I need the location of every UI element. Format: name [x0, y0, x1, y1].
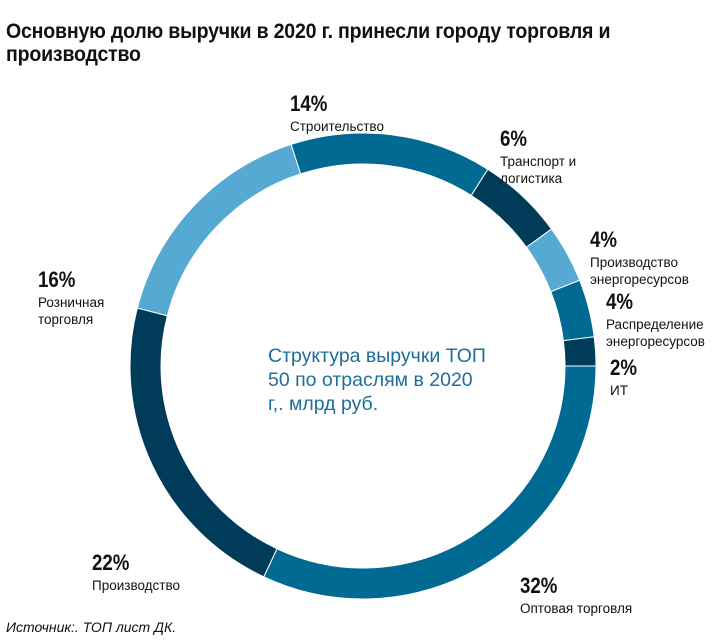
label-wholesale-value: 32% — [520, 573, 558, 598]
label-construction-value: 14% — [290, 91, 328, 116]
label-retail-name: Розничная торговля — [38, 295, 105, 327]
label-transport-name: Транспорт и логистика — [500, 154, 577, 186]
label-energy-distribution-value: 4% — [606, 289, 634, 314]
center-caption: Структура выручки ТОП 50 по отраслям в 2… — [268, 345, 486, 415]
label-production-name: Производство — [92, 578, 181, 593]
label-transport-value: 6% — [500, 126, 528, 151]
label-retail-value: 16% — [38, 267, 76, 292]
label-energy-distribution: 4% Распределение энергоресурсов — [606, 290, 705, 350]
label-energy-production-name: Производство энергоресурсов — [590, 255, 689, 287]
label-production: 22% Производство — [92, 551, 180, 594]
label-construction-name: Строительство — [290, 119, 384, 134]
donut-slice-4 — [562, 336, 597, 367]
source-note: Источник:. ТОП лист ДК. — [6, 619, 177, 635]
label-wholesale: 32% Оптовая торговля — [520, 574, 632, 617]
label-it-value: 2% — [610, 355, 638, 380]
label-energy-production: 4% Производство энергоресурсов — [590, 228, 689, 288]
donut-slice-3 — [550, 279, 595, 342]
label-wholesale-name: Оптовая торговля — [520, 601, 633, 616]
label-it: 2% ИТ — [610, 356, 642, 399]
label-transport: 6% Транспорт и логистика — [500, 127, 576, 187]
label-energy-distribution-name: Распределение энергоресурсов — [606, 317, 705, 349]
label-production-value: 22% — [92, 550, 130, 575]
donut-slice-0 — [290, 132, 489, 197]
label-it-name: ИТ — [610, 383, 628, 398]
label-construction: 14% Строительство — [290, 92, 384, 135]
label-energy-production-value: 4% — [590, 227, 618, 252]
label-retail: 16% Розничная торговля — [38, 268, 104, 328]
chart-title: Основную долю выручки в 2020 г. принесли… — [6, 20, 611, 66]
donut-slice-7 — [136, 143, 302, 317]
donut-slice-6 — [129, 307, 278, 578]
